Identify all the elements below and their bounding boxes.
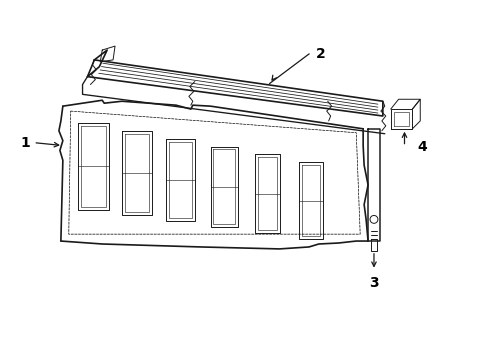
Text: 2: 2 <box>316 47 326 61</box>
Text: 4: 4 <box>417 140 427 153</box>
Text: 3: 3 <box>369 276 379 291</box>
Text: 1: 1 <box>21 136 30 150</box>
